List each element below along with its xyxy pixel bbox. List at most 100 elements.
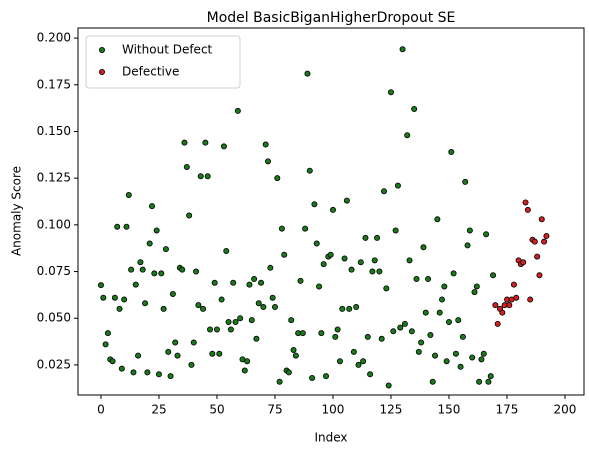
point: [211, 279, 218, 286]
point: [429, 378, 436, 385]
point: [466, 227, 473, 234]
x-tick-label: 200: [554, 403, 577, 417]
point: [411, 106, 418, 113]
point: [123, 223, 130, 230]
point: [216, 350, 223, 357]
point: [415, 348, 422, 355]
point: [397, 324, 404, 331]
point: [374, 234, 381, 241]
point: [381, 188, 388, 195]
point: [494, 320, 501, 327]
point: [97, 282, 104, 289]
point: [520, 259, 527, 266]
point: [213, 326, 220, 333]
point: [179, 266, 186, 273]
point: [302, 225, 309, 232]
point: [343, 197, 350, 204]
point: [223, 248, 230, 255]
point: [172, 339, 179, 346]
point: [220, 143, 227, 150]
point: [241, 367, 248, 374]
point: [269, 294, 276, 301]
point: [169, 290, 176, 297]
y-tick-label: 0.200: [37, 31, 71, 45]
point: [527, 296, 534, 303]
point: [149, 203, 156, 210]
point: [376, 268, 383, 275]
point: [230, 279, 237, 286]
point: [174, 352, 181, 359]
point: [357, 259, 364, 266]
point: [439, 296, 446, 303]
point: [362, 234, 369, 241]
point: [274, 175, 281, 182]
x-tick-label: 75: [267, 403, 282, 417]
point: [436, 309, 443, 316]
point: [364, 333, 371, 340]
point: [450, 270, 457, 277]
point: [100, 294, 107, 301]
y-tick-label: 0.050: [37, 311, 71, 325]
point: [543, 233, 550, 240]
point: [181, 139, 188, 146]
point: [353, 304, 360, 311]
point: [118, 365, 125, 372]
point: [492, 302, 499, 309]
point: [109, 358, 116, 365]
point: [111, 294, 118, 301]
point: [144, 369, 151, 376]
point: [406, 257, 413, 264]
point: [531, 238, 538, 245]
point: [244, 358, 251, 365]
point: [425, 276, 432, 283]
point: [448, 149, 455, 156]
point: [378, 335, 385, 342]
point: [487, 373, 494, 380]
point: [209, 350, 216, 357]
point: [183, 163, 190, 170]
point: [385, 382, 392, 389]
point: [167, 373, 174, 380]
point: [432, 352, 439, 359]
x-tick-label: 150: [438, 403, 461, 417]
point: [255, 300, 262, 307]
point: [165, 348, 172, 355]
point: [288, 317, 295, 324]
point: [102, 341, 109, 348]
point: [355, 361, 362, 368]
point: [383, 285, 390, 292]
point: [246, 281, 253, 288]
y-tick-label: 0.125: [37, 171, 71, 185]
point: [290, 346, 297, 353]
point: [278, 225, 285, 232]
point: [538, 216, 545, 223]
point: [258, 279, 265, 286]
point: [313, 240, 320, 247]
point: [232, 318, 239, 325]
point: [125, 191, 132, 198]
point: [297, 277, 304, 284]
point: [478, 356, 485, 363]
point: [506, 302, 513, 309]
point: [341, 255, 348, 262]
point: [153, 227, 160, 234]
point: [471, 289, 478, 296]
point: [267, 264, 274, 271]
point: [155, 371, 162, 378]
point: [186, 212, 193, 219]
point: [408, 328, 415, 335]
point: [404, 132, 411, 139]
point: [490, 272, 497, 279]
point: [285, 369, 292, 376]
point: [369, 268, 376, 275]
y-tick-label: 0.075: [37, 264, 71, 278]
x-tick-label: 100: [322, 403, 345, 417]
point: [299, 330, 306, 337]
point: [237, 315, 244, 322]
point: [104, 330, 111, 337]
point: [327, 251, 334, 258]
point: [401, 320, 408, 327]
point: [510, 281, 517, 288]
point: [534, 253, 541, 260]
